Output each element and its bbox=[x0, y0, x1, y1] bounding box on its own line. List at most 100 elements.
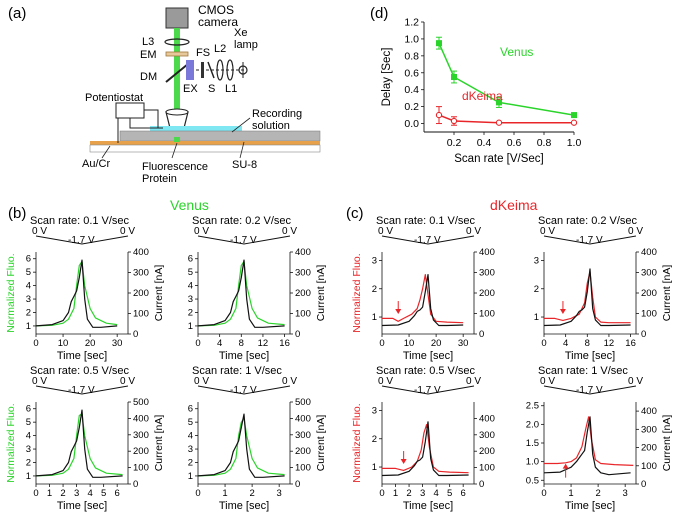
wave-left-label: 0 V bbox=[378, 376, 393, 387]
subplot-title: Scan rate: 1 V/sec bbox=[192, 365, 282, 377]
wave-right-label: 0 V bbox=[120, 226, 135, 237]
x-axis-label: Time [sec] bbox=[57, 350, 107, 362]
x-tick-label: 2 bbox=[595, 488, 600, 499]
y-tick-label: 1.0 bbox=[526, 457, 539, 468]
camera-text: CMOS bbox=[198, 3, 234, 17]
fs-icon bbox=[201, 62, 204, 78]
y2-tick-label: 100 bbox=[479, 463, 495, 474]
d-point-dkeima bbox=[570, 119, 578, 126]
panel-d: (d) 0.0 0.2 0.4 0.6 0.8 1.0 1.2 0.2 0.4 0.6 0.8 1.0… bbox=[370, 5, 581, 165]
wave-mid-label: -1.7 V bbox=[230, 385, 257, 396]
wave-left-label: 0 V bbox=[32, 376, 47, 387]
y-tick-label: 4 bbox=[188, 431, 193, 442]
d-x-tick-label: 0.2 bbox=[447, 137, 462, 149]
wave-mid-label: -1.7 V bbox=[576, 235, 603, 246]
y-tick-label: 2 bbox=[534, 284, 539, 295]
y2-tick-label: 200 bbox=[133, 288, 149, 299]
series-line-current bbox=[381, 421, 469, 477]
series-line-fluo bbox=[197, 260, 285, 327]
xe-label: Xe lamp bbox=[234, 27, 258, 51]
y-tick-label: 3 bbox=[372, 255, 377, 266]
y-axis-label-right: Current [nA] bbox=[661, 415, 673, 472]
x-tick-label: 5 bbox=[101, 488, 106, 499]
y2-tick-label: 400 bbox=[641, 406, 657, 417]
ex-filter-icon bbox=[186, 60, 194, 80]
x-tick-label: 8 bbox=[239, 338, 244, 349]
series-line-current bbox=[35, 259, 118, 328]
panel-b-title: Venus bbox=[170, 197, 209, 213]
label-line: camera bbox=[198, 15, 238, 29]
label-line: solution bbox=[252, 120, 290, 132]
y2-tick-label: 300 bbox=[479, 268, 495, 279]
y-axis-label-right: Current [nA] bbox=[315, 265, 327, 322]
wave-right-label: 0 V bbox=[466, 226, 481, 237]
y-axis-label-left: Normalized Fluo. bbox=[5, 253, 17, 332]
arrow-head bbox=[395, 309, 402, 315]
subplot-title: Scan rate: 0.2 V/sec bbox=[538, 215, 638, 227]
substrate bbox=[89, 144, 321, 153]
d-x-tick-label: 0.6 bbox=[507, 137, 522, 149]
y-tick-label: 2 bbox=[372, 434, 377, 445]
panel-b-label: (b) bbox=[8, 205, 26, 222]
x-tick-label: 16 bbox=[625, 338, 636, 349]
y-axis-label-right: Current [nA] bbox=[315, 415, 327, 472]
y2-tick-label: 500 bbox=[295, 397, 311, 408]
dichroic-mirror-icon bbox=[165, 63, 189, 83]
y-tick-label: 5 bbox=[188, 417, 193, 428]
shutter-icon bbox=[207, 61, 215, 79]
l3-label: L3 bbox=[142, 36, 154, 48]
arrow-head bbox=[400, 459, 407, 465]
y-tick-label: 6 bbox=[26, 404, 31, 415]
subplot-title: Scan rate: 0.5 V/sec bbox=[376, 365, 476, 377]
d-point-venus bbox=[451, 74, 457, 80]
y2-tick-label: 200 bbox=[295, 446, 311, 457]
x-axis-label: Time [sec] bbox=[219, 350, 269, 362]
d-y-axis-label: Delay [Sec] bbox=[381, 48, 393, 107]
y2-tick-label: 400 bbox=[479, 413, 495, 424]
y2-tick-label: 200 bbox=[641, 288, 657, 299]
series-line-current bbox=[543, 268, 631, 327]
d-y-tick-label: 0.6 bbox=[404, 67, 419, 79]
y-tick-label: 2 bbox=[188, 457, 193, 468]
y-axis-label-right: Current [nA] bbox=[153, 265, 165, 322]
x-tick-label: 2 bbox=[60, 488, 65, 499]
x-tick-label: 10 bbox=[404, 338, 415, 349]
x-tick-label: 16 bbox=[279, 338, 290, 349]
y-tick-label: 3 bbox=[534, 255, 539, 266]
lens-l1-icon bbox=[226, 59, 234, 81]
su8-label: SU-8 bbox=[232, 159, 257, 171]
electrode-wire-2 bbox=[129, 118, 163, 129]
label-line: lamp bbox=[234, 39, 258, 51]
y-tick-label: 6 bbox=[188, 254, 193, 265]
x-tick-label: 30 bbox=[458, 338, 469, 349]
voltage-waveform bbox=[543, 235, 637, 245]
x-axis-label: Time [sec] bbox=[565, 500, 615, 512]
wave-left-label: 0 V bbox=[540, 376, 555, 387]
panel-c-title: dKeima bbox=[490, 197, 538, 213]
x-tick-label: 1 bbox=[568, 488, 573, 499]
y2-tick-label: 0 bbox=[479, 329, 484, 340]
y2-tick-label: 100 bbox=[295, 309, 311, 320]
x-axis-label: Time [sec] bbox=[403, 500, 453, 512]
panel-d-label: (d) bbox=[370, 5, 388, 22]
y2-tick-label: 200 bbox=[295, 288, 311, 299]
series-line-fluo bbox=[544, 271, 631, 324]
x-tick-label: 0 bbox=[33, 338, 38, 349]
x-tick-label: 3 bbox=[420, 488, 425, 499]
ex-label: EX bbox=[183, 83, 198, 95]
y2-tick-label: 200 bbox=[479, 446, 495, 457]
lens-l3-icon bbox=[164, 38, 190, 46]
series-line-fluo bbox=[544, 416, 634, 466]
x-tick-label: 1 bbox=[222, 488, 227, 499]
wave-right-label: 0 V bbox=[466, 376, 481, 387]
y2-tick-label: 0 bbox=[479, 479, 484, 490]
voltage-waveform bbox=[197, 385, 291, 395]
y2-tick-label: 200 bbox=[641, 443, 657, 454]
wave-right-label: 0 V bbox=[282, 226, 297, 237]
x-tick-label: 1 bbox=[393, 488, 398, 499]
x-tick-label: 4 bbox=[433, 488, 438, 499]
x-axis-label: Time [sec] bbox=[57, 500, 107, 512]
d-y-tick-label: 1.0 bbox=[404, 33, 419, 45]
voltage-waveform bbox=[381, 385, 475, 395]
